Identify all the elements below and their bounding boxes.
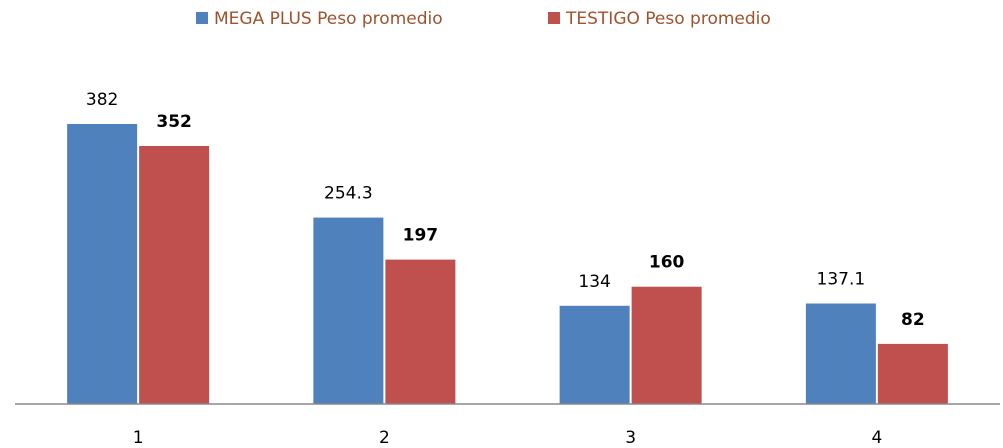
data-label: 82: [901, 310, 925, 330]
data-label: 197: [403, 226, 439, 246]
x-tick-label: 1: [133, 428, 144, 448]
data-label: 137.1: [817, 270, 866, 290]
bar: [313, 217, 384, 404]
legend-label: MEGA PLUS Peso promedio: [214, 9, 443, 29]
bar: [631, 286, 702, 404]
x-tick-label: 4: [871, 428, 882, 448]
x-tick-label: 2: [379, 428, 390, 448]
data-label: 352: [156, 112, 192, 132]
bar: [877, 343, 948, 404]
legend-label: TESTIGO Peso promedio: [565, 9, 771, 29]
bar: [385, 259, 456, 404]
data-label: 254.3: [324, 184, 373, 204]
legend-swatch: [196, 12, 208, 24]
legend-swatch: [548, 12, 560, 24]
bar: [559, 305, 630, 404]
bar: [139, 145, 210, 404]
data-label: 382: [86, 90, 118, 110]
bar: [805, 303, 876, 404]
data-label: 134: [578, 272, 610, 292]
data-label: 160: [649, 253, 685, 273]
bar: [67, 123, 138, 404]
x-tick-label: 3: [625, 428, 636, 448]
